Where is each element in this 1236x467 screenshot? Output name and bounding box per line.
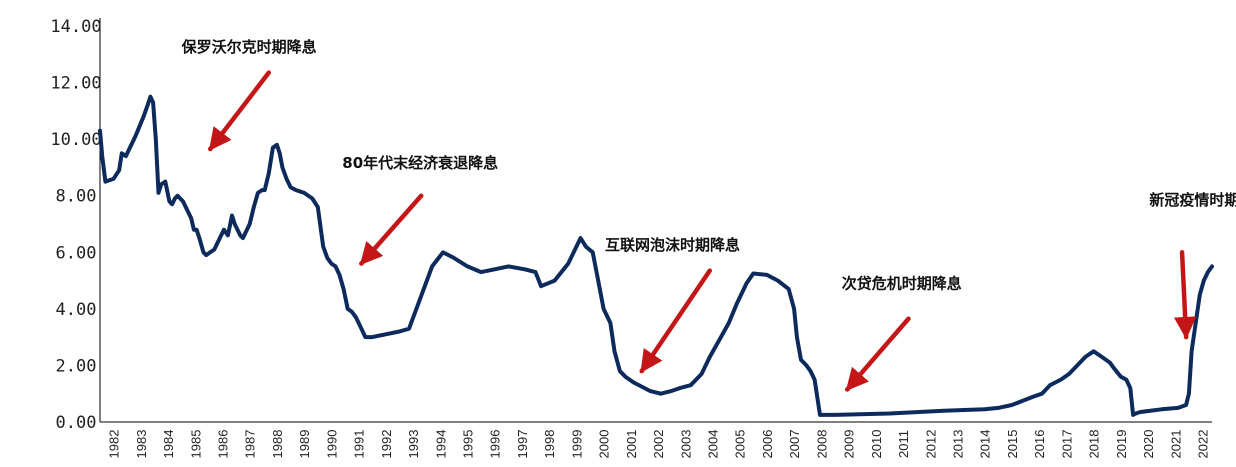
annotation-label-subprime: 次贷危机时期降息 (842, 274, 962, 292)
x-tick-label: 1997 (515, 430, 530, 459)
x-tick-label: 1988 (270, 430, 285, 459)
x-tick-label: 1985 (188, 430, 203, 459)
x-tick-label: 2013 (950, 430, 965, 459)
x-tick-label: 2006 (760, 430, 775, 459)
x-tick-label: 1995 (460, 430, 475, 459)
y-tick-label: 6.00 (56, 243, 97, 263)
annotation-label-volcker: 保罗沃尔克时期降息 (181, 38, 317, 56)
x-tick-label: 2007 (787, 430, 802, 459)
x-tick-label: 1992 (379, 430, 394, 459)
y-tick-label: 10.00 (50, 130, 101, 150)
x-tick-label: 2005 (733, 430, 748, 459)
y-tick-label: 12.00 (50, 74, 101, 94)
annotation-label-late80s: 80年代末经济衰退降息 (342, 154, 498, 172)
x-tick-label: 2020 (1141, 430, 1156, 459)
x-tick-label: 2017 (1059, 430, 1074, 459)
x-tick-label: 2001 (624, 430, 639, 459)
annotation-arrow-dotcom (639, 268, 713, 374)
x-tick-label: 1984 (161, 430, 176, 459)
x-tick-label: 1999 (569, 430, 584, 459)
x-tick-label: 2010 (869, 430, 884, 459)
annotation-arrow-late80s (359, 193, 424, 266)
annotation-arrow-volcker (207, 70, 272, 152)
x-tick-label: 1993 (406, 430, 421, 459)
x-tick-label: 1998 (542, 430, 557, 459)
y-tick-label: 8.00 (56, 187, 97, 207)
x-tick-label: 2019 (1114, 430, 1129, 459)
x-tick-label: 2021 (1168, 430, 1183, 459)
rate-series-line (98, 94, 1214, 417)
annotation-arrow-subprime (844, 316, 911, 392)
y-tick-label: 4.00 (56, 300, 97, 320)
y-tick-labels: 0.00 2.00 4.00 6.00 8.00 10.00 12.00 14.00 (50, 17, 101, 433)
x-tick-label: 1987 (243, 430, 258, 459)
annotation-arrow-covid (1173, 250, 1197, 340)
x-tick-label: 1982 (107, 430, 122, 459)
x-tick-label: 1990 (324, 430, 339, 459)
x-tick-label: 1996 (488, 430, 503, 459)
x-tick-label: 1991 (352, 430, 367, 459)
x-tick-label: 2015 (1005, 430, 1020, 459)
x-tick-label: 1983 (134, 430, 149, 459)
annotation-label-covid: 新冠疫情时期降息 (1149, 191, 1236, 209)
x-tick-label: 2009 (842, 430, 857, 459)
x-tick-label: 2004 (705, 430, 720, 459)
x-tick-labels: 1982 1983 1984 1985 1986 1987 1988 1989 1990 1991… (107, 430, 1211, 459)
x-tick-label: 2008 (814, 430, 829, 459)
annotation-label-dotcom: 互联网泡沫时期降息 (605, 236, 740, 254)
x-tick-label: 2022 (1195, 430, 1210, 459)
x-tick-label: 2016 (1032, 430, 1047, 459)
x-tick-label: 2018 (1087, 430, 1102, 459)
x-tick-label: 1994 (433, 430, 448, 459)
series-group (98, 94, 1214, 417)
y-tick-label: 0.00 (56, 413, 97, 433)
x-tick-label: 2012 (923, 430, 938, 459)
x-tick-label: 1989 (297, 430, 312, 459)
x-tick-label: 2014 (978, 430, 993, 459)
x-tick-label: 2000 (597, 430, 612, 459)
x-tick-label: 2002 (651, 430, 666, 459)
x-tick-label: 2003 (678, 430, 693, 459)
x-tick-label: 1986 (215, 430, 230, 459)
x-tick-label: 2011 (896, 430, 911, 458)
y-tick-label: 14.00 (50, 17, 101, 37)
y-tick-label: 2.00 (56, 356, 97, 376)
